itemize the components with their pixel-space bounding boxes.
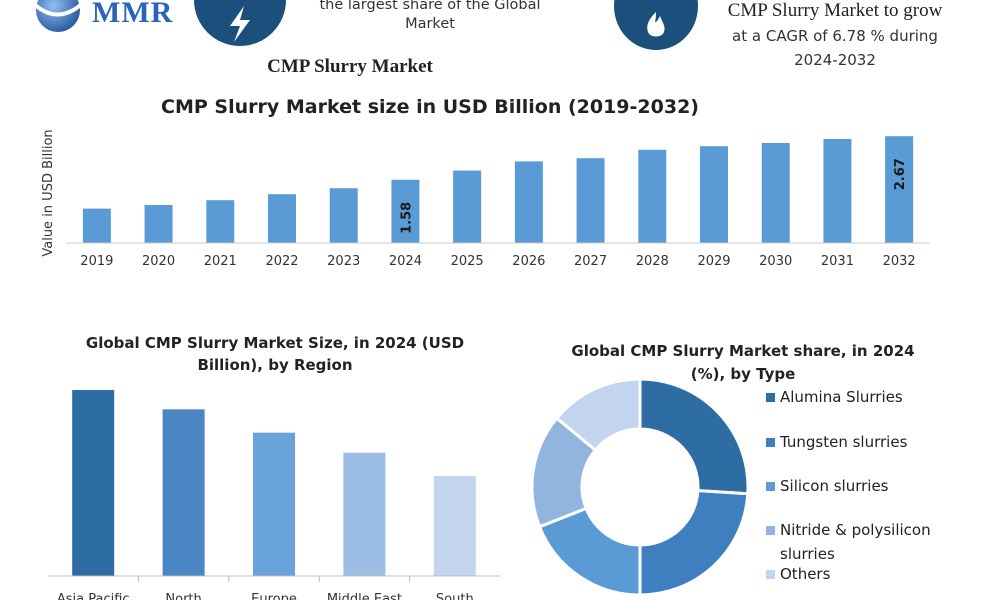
trend-bar-2025	[453, 170, 482, 243]
trend-bar-2029	[700, 146, 728, 243]
trend-chart: 1.58 2.67 2019 2020 2021 2022 2023 2024 2025 202…	[41, 129, 930, 269]
legend-label: Alumina Slurries	[780, 388, 903, 406]
region-chart-title: Global CMP Slurry Market Size, in 2024 (…	[60, 332, 490, 376]
trend-tick-label: 2027	[574, 254, 607, 269]
trend-tick-label: 2020	[142, 254, 175, 269]
donut-slice-2	[638, 489, 750, 597]
donut-slice-1	[638, 380, 750, 496]
region-bar-middle-east	[343, 452, 386, 576]
trend-bar-2019	[82, 208, 111, 243]
trend-bar-2032	[885, 136, 914, 243]
region-tick-label: Europe	[251, 592, 297, 600]
type-chart-title-line2: (%), by Type	[690, 365, 796, 383]
trend-tick-label: 2025	[451, 254, 484, 269]
region-tick-label: North	[165, 592, 201, 600]
trend-bar-2030	[761, 143, 790, 243]
trend-bar-2023	[329, 188, 358, 243]
legend-swatch	[766, 570, 775, 579]
legend-label: Tungsten slurries	[779, 433, 908, 451]
trend-y-axis-label: Value in USD Billion	[41, 129, 56, 256]
trend-bar-2027	[576, 158, 605, 243]
region-note-line2: Market	[405, 16, 455, 32]
legend-swatch	[766, 438, 775, 447]
trend-bar-2031	[823, 139, 852, 243]
legend-label: slurries	[780, 545, 835, 563]
cagr-line1: CMP Slurry Market to grow	[727, 0, 943, 21]
legend-label: Silicon slurries	[780, 477, 889, 495]
trend-bar-2022	[268, 194, 296, 243]
region-bar-europe	[253, 432, 295, 576]
flame-icon	[614, 0, 698, 50]
region-note-line1: the largest share of the Global	[319, 0, 541, 13]
trend-tick-label: 2019	[80, 254, 113, 269]
trend-tick-label: 2022	[265, 254, 298, 269]
type-chart-title: Global CMP Slurry Market share, in 2024 …	[548, 340, 938, 386]
cagr-line3: 2024-2032	[794, 51, 876, 69]
logo-text: MMR	[92, 0, 174, 29]
trend-tick-label: 2021	[204, 254, 237, 269]
donut-slice-5	[554, 380, 642, 453]
region-chart-title-line1: Global CMP Slurry Market Size, in 2024 (…	[85, 334, 465, 352]
type-chart-title-line1: Global CMP Slurry Market share, in 2024	[571, 342, 915, 360]
trend-tick-label: 2026	[512, 254, 545, 269]
region-chart: Asia Pacific North Europe Middle East South	[48, 390, 500, 600]
trend-tick-label: 2031	[821, 254, 854, 269]
trend-data-label: 1.58	[399, 202, 414, 234]
region-bar-north	[162, 409, 205, 576]
globe-icon	[28, 0, 89, 32]
region-bar-south	[433, 476, 476, 576]
region-tick-label: South	[436, 592, 474, 600]
legend-label: Others	[780, 565, 831, 583]
trend-tick-label: 2028	[636, 254, 669, 269]
trend-tick-label: 2030	[759, 254, 792, 269]
region-tick-label: Asia Pacific	[57, 592, 130, 600]
trend-tick-label: 2024	[389, 254, 422, 269]
cagr-line2: at a CAGR of 6.78 % during	[732, 27, 938, 45]
legend-swatch	[766, 482, 775, 491]
trend-tick-label: 2032	[883, 254, 916, 269]
region-note: the largest share of the Global Market	[300, 0, 560, 34]
legend-label: Nitride & polysilicon	[780, 521, 931, 539]
cagr-note: CMP Slurry Market to grow at a CAGR of 6…	[700, 0, 970, 71]
trend-tick-label: 2029	[697, 254, 730, 269]
trend-bar-2026	[514, 161, 543, 243]
trend-tick-label: 2023	[327, 254, 360, 269]
trend-chart-title: CMP Slurry Market size in USD Billion (2…	[161, 96, 699, 118]
legend-swatch	[766, 526, 775, 535]
region-chart-title-line2: Billion), by Region	[197, 356, 353, 374]
trend-bar-2028	[638, 149, 667, 243]
trend-data-label: 2.67	[893, 158, 908, 190]
trend-bar-2024	[391, 179, 420, 243]
type-donut-chart: Alumina Slurries Tungsten slurries Silicon…	[530, 380, 931, 597]
trend-bar-2020	[144, 205, 173, 243]
region-tick-label: Middle East	[327, 592, 402, 600]
lightning-icon	[194, 0, 286, 46]
trend-bar-2021	[206, 200, 235, 243]
legend-swatch	[766, 393, 775, 402]
logo: MMR	[0, 0, 190, 40]
region-bar-asia-pacific	[72, 390, 115, 576]
market-name: CMP Slurry Market	[267, 56, 433, 77]
